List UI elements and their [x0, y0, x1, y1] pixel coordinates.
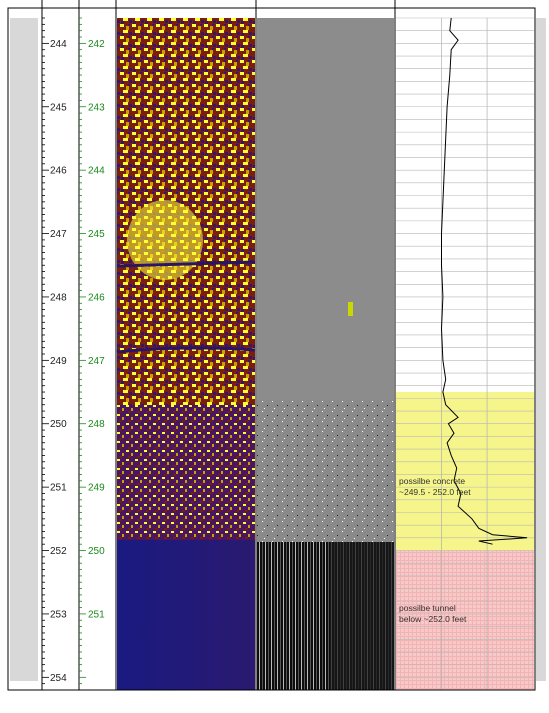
amplitude-low-zone [117, 540, 255, 690]
depth-label-alt: 250 [88, 546, 105, 557]
caliper-curve [440, 17, 528, 545]
concrete-annotation-line2: ~249.5 - 252.0 feet [399, 487, 471, 497]
tunnel-zone-box [396, 550, 534, 690]
depth-label: 249 [50, 356, 67, 367]
depth-label: 254 [50, 673, 67, 684]
left-margin-bar [10, 18, 38, 681]
acoustic-amplitude-image [116, 18, 256, 690]
depth-label: 244 [50, 39, 67, 50]
traveltime-dark-band [330, 542, 394, 690]
concrete-annotation-line1: possilbe concrete [399, 476, 465, 486]
depth-label: 251 [50, 483, 67, 494]
fracture-trace [116, 260, 256, 268]
acoustic-traveltime-image [257, 18, 394, 690]
caliper-track: possilbe concrete ~249.5 - 252.0 feet po… [396, 17, 534, 691]
depth-track-feet: 244 245 246 247 248 249 250 251 252 253 254 [42, 17, 67, 691]
amplitude-bright-patch [127, 200, 203, 280]
fracture-trace [116, 346, 256, 354]
tunnel-annotation-line1: possilbe tunnel [399, 603, 456, 613]
right-margin-bar [536, 18, 546, 681]
depth-label: 247 [50, 229, 67, 240]
caliper-grid [396, 17, 534, 691]
depth-label-alt: 249 [88, 483, 105, 494]
depth-label-alt: 247 [88, 356, 105, 367]
depth-label-alt: 242 [88, 39, 105, 50]
depth-label: 250 [50, 419, 67, 430]
traveltime-noisy-zone [257, 400, 394, 550]
depth-label: 245 [50, 102, 67, 113]
depth-label-alt: 248 [88, 419, 105, 430]
depth-label-alt: 243 [88, 102, 105, 113]
depth-label: 252 [50, 546, 67, 557]
depth-label: 248 [50, 292, 67, 303]
depth-label: 246 [50, 166, 67, 177]
tunnel-annotation-line2: below ~252.0 feet [399, 614, 467, 624]
depth-label-alt: 251 [88, 609, 105, 620]
depth-label: 253 [50, 609, 67, 620]
depth-track-alt: 242 243 244 245 246 247 248 249 250 251 [79, 17, 105, 691]
depth-label-alt: 246 [88, 292, 105, 303]
amplitude-mottled-zone [117, 405, 255, 540]
concrete-zone-box [396, 392, 534, 551]
depth-label-alt: 244 [88, 166, 105, 177]
depth-label-alt: 245 [88, 229, 105, 240]
traveltime-spot [348, 302, 353, 316]
